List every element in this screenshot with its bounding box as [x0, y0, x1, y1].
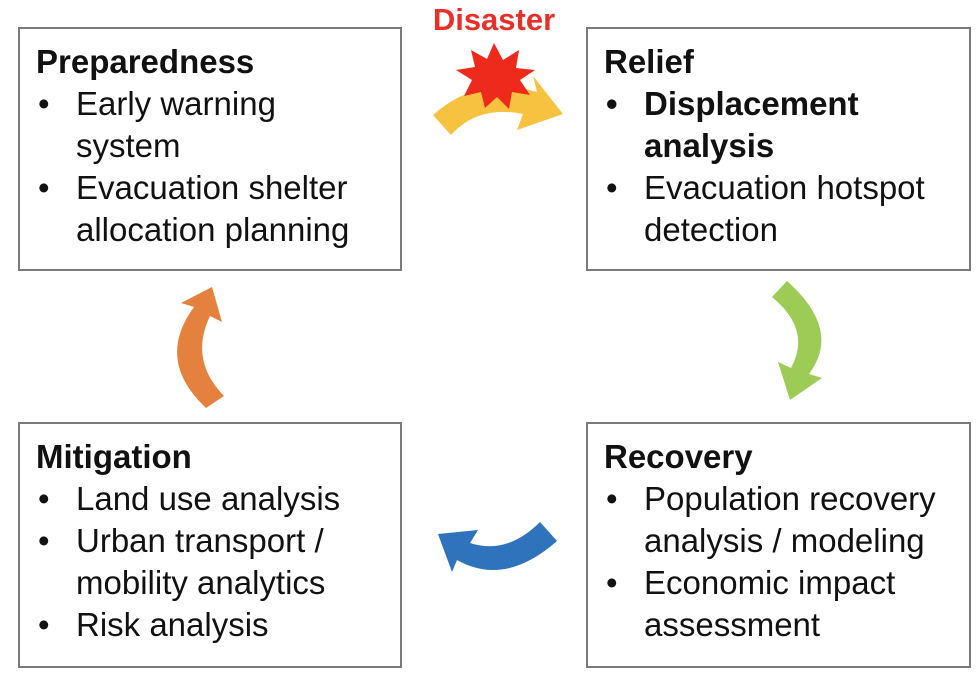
bullet: • — [606, 85, 618, 122]
recovery-to-mitigation-arrow-icon — [438, 522, 557, 572]
relief-title: Relief — [604, 43, 694, 80]
preparedness-item: • Early warning system — [38, 85, 276, 164]
preparedness-list: • Early warning system • Evacuation shelte… — [36, 83, 386, 251]
recovery-box: Recovery • Population recovery analysis /… — [586, 422, 971, 668]
bullet: • — [606, 169, 618, 206]
preparedness-title: Preparedness — [36, 43, 255, 80]
relief-box: Relief • Displacement analysis • Evacuatio… — [586, 27, 971, 271]
mitigation-item: • Urban transport / mobility analytics — [38, 522, 326, 601]
recovery-title: Recovery — [604, 438, 753, 475]
bullet: • — [606, 564, 618, 601]
mitigation-title: Mitigation — [36, 438, 192, 475]
recovery-item: • Economic impact assessment — [606, 564, 896, 643]
disaster-label: Disaster — [432, 2, 556, 37]
relief-to-recovery-arrow-icon — [772, 281, 822, 400]
relief-item: • Displacement analysis — [606, 85, 859, 164]
mitigation-box: Mitigation • Land use analysis • Urban tra… — [18, 422, 402, 668]
starburst-icon — [456, 43, 535, 109]
disaster-arrow-icon — [433, 76, 563, 135]
mitigation-list: • Land use analysis • Urban transport / mo… — [36, 478, 386, 646]
mitigation-item: • Land use analysis — [36, 478, 386, 520]
relief-item: • Evacuation hotspot detection — [606, 169, 925, 248]
recovery-item: • Population recovery analysis / modeling — [606, 480, 936, 559]
bullet: • — [38, 169, 50, 206]
relief-list: • Displacement analysis • Evacuation hotsp… — [604, 83, 955, 251]
bullet: • — [38, 606, 50, 643]
bullet: • — [606, 480, 618, 517]
bullet: • — [38, 480, 50, 517]
mitigation-to-preparedness-arrow-icon — [177, 287, 224, 408]
preparedness-box: Preparedness • Early warning system • Evac… — [18, 27, 402, 271]
mitigation-item: • Risk analysis — [36, 604, 386, 646]
bullet: • — [38, 522, 50, 559]
bullet: • — [38, 85, 50, 122]
preparedness-item: • Evacuation shelter allocation planning — [38, 169, 350, 248]
recovery-list: • Population recovery analysis / modeling… — [604, 478, 955, 646]
